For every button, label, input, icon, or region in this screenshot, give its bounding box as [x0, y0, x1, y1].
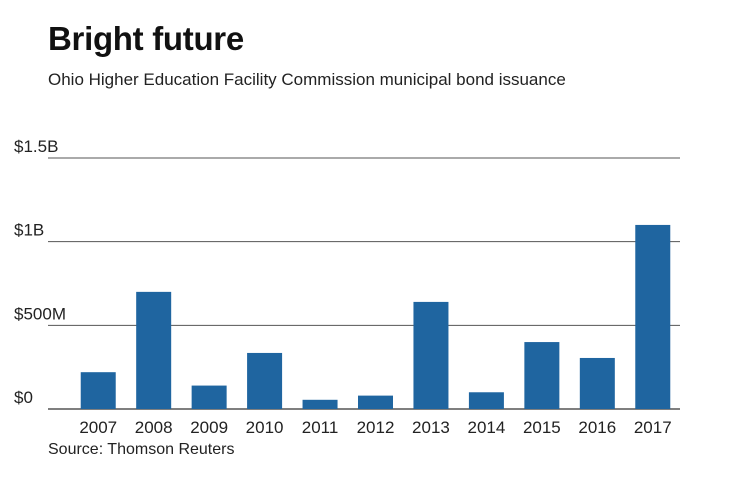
- x-tick-label: 2014: [467, 418, 505, 437]
- bar-2007: [80, 372, 116, 409]
- x-tick-label: 2015: [523, 418, 561, 437]
- labels: $0 $500M $1B $1.5B 2007 2008 2009 2010 2011 2012 2…: [14, 137, 672, 437]
- x-tick-label: 2010: [246, 418, 284, 437]
- bars: [80, 224, 671, 409]
- bar-2011: [302, 399, 338, 409]
- bar-2008: [136, 291, 172, 409]
- bar-2016: [579, 357, 615, 409]
- bar-2013: [413, 301, 449, 409]
- chart-source: Source: Thomson Reuters: [48, 441, 235, 458]
- x-tick-label: 2009: [190, 418, 228, 437]
- y-tick-label: $1B: [14, 221, 44, 240]
- x-tick-label: 2008: [135, 418, 173, 437]
- x-tick-label: 2012: [357, 418, 395, 437]
- x-tick-label: 2013: [412, 418, 450, 437]
- bar-2017: [635, 224, 671, 409]
- bar-2014: [468, 392, 504, 409]
- y-tick-label: $500M: [14, 304, 66, 323]
- y-tick-label: $0: [14, 388, 33, 407]
- y-tick-label: $1.5B: [14, 137, 58, 156]
- x-tick-label: 2017: [634, 418, 672, 437]
- bar-2009: [191, 385, 227, 409]
- bar-2015: [524, 342, 560, 409]
- chart-subtitle: Ohio Higher Education Facility Commissio…: [48, 70, 566, 89]
- bar-2012: [358, 395, 393, 409]
- chart-title: Bright future: [48, 20, 244, 57]
- x-tick-label: 2011: [302, 418, 339, 437]
- x-tick-label: 2007: [79, 418, 117, 437]
- bar-2010: [247, 352, 283, 409]
- x-tick-label: 2016: [578, 418, 616, 437]
